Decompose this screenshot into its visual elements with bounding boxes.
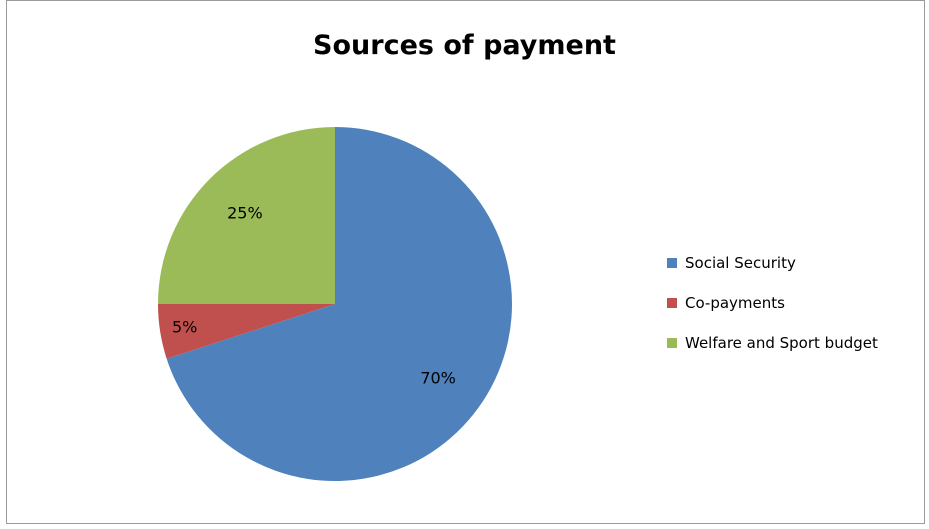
- legend-item-social-security: Social Security: [667, 253, 878, 273]
- pie-slice-welfare-and-sport-budget: [158, 127, 335, 304]
- data-label-welfare-and-sport-budget: 25%: [227, 203, 263, 222]
- data-label-social-security: 70%: [420, 368, 456, 387]
- chart-title: Sources of payment: [313, 30, 616, 61]
- legend-swatch-social-security: [667, 258, 677, 268]
- legend-item-welfare-and-sport-budget: Welfare and Sport budget: [667, 333, 878, 353]
- chart-legend: Social Security Co-payments Welfare and …: [667, 253, 878, 373]
- legend-swatch-welfare-and-sport-budget: [667, 338, 677, 348]
- legend-label-welfare-and-sport-budget: Welfare and Sport budget: [685, 334, 878, 352]
- legend-item-co-payments: Co-payments: [667, 293, 878, 313]
- pie-slice-social-security: [166, 127, 512, 481]
- legend-label-co-payments: Co-payments: [685, 294, 785, 312]
- legend-swatch-co-payments: [667, 298, 677, 308]
- pie-slice-co-payments: [158, 304, 335, 359]
- legend-label-social-security: Social Security: [685, 254, 796, 272]
- data-label-co-payments: 5%: [172, 317, 197, 336]
